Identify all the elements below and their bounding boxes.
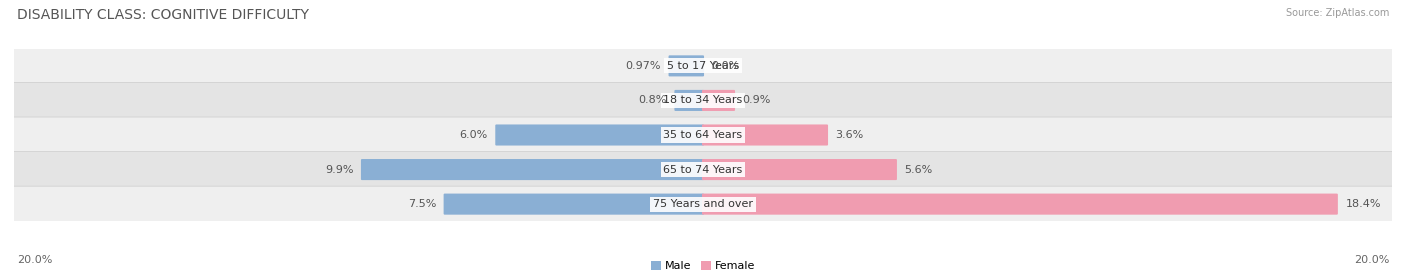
FancyBboxPatch shape bbox=[702, 90, 735, 111]
Text: 0.0%: 0.0% bbox=[711, 61, 740, 71]
Text: 5.6%: 5.6% bbox=[904, 164, 932, 175]
FancyBboxPatch shape bbox=[13, 117, 1393, 153]
Text: 65 to 74 Years: 65 to 74 Years bbox=[664, 164, 742, 175]
Text: 7.5%: 7.5% bbox=[408, 199, 436, 209]
Legend: Male, Female: Male, Female bbox=[651, 261, 755, 270]
Text: 3.6%: 3.6% bbox=[835, 130, 863, 140]
FancyBboxPatch shape bbox=[495, 124, 704, 146]
FancyBboxPatch shape bbox=[702, 194, 1339, 215]
Text: 5 to 17 Years: 5 to 17 Years bbox=[666, 61, 740, 71]
FancyBboxPatch shape bbox=[669, 55, 704, 76]
FancyBboxPatch shape bbox=[13, 82, 1393, 119]
Text: 0.9%: 0.9% bbox=[742, 95, 770, 106]
Text: 20.0%: 20.0% bbox=[17, 255, 52, 265]
Text: 9.9%: 9.9% bbox=[325, 164, 353, 175]
FancyBboxPatch shape bbox=[444, 194, 704, 215]
Text: 20.0%: 20.0% bbox=[1354, 255, 1389, 265]
Text: DISABILITY CLASS: COGNITIVE DIFFICULTY: DISABILITY CLASS: COGNITIVE DIFFICULTY bbox=[17, 8, 309, 22]
FancyBboxPatch shape bbox=[13, 48, 1393, 84]
FancyBboxPatch shape bbox=[361, 159, 704, 180]
FancyBboxPatch shape bbox=[13, 186, 1393, 222]
Text: 75 Years and over: 75 Years and over bbox=[652, 199, 754, 209]
Text: 35 to 64 Years: 35 to 64 Years bbox=[664, 130, 742, 140]
Text: 0.8%: 0.8% bbox=[638, 95, 666, 106]
FancyBboxPatch shape bbox=[675, 90, 704, 111]
Text: 0.97%: 0.97% bbox=[626, 61, 661, 71]
FancyBboxPatch shape bbox=[702, 159, 897, 180]
Text: 18.4%: 18.4% bbox=[1346, 199, 1381, 209]
Text: 6.0%: 6.0% bbox=[460, 130, 488, 140]
Text: Source: ZipAtlas.com: Source: ZipAtlas.com bbox=[1285, 8, 1389, 18]
FancyBboxPatch shape bbox=[13, 151, 1393, 188]
FancyBboxPatch shape bbox=[702, 124, 828, 146]
Text: 18 to 34 Years: 18 to 34 Years bbox=[664, 95, 742, 106]
